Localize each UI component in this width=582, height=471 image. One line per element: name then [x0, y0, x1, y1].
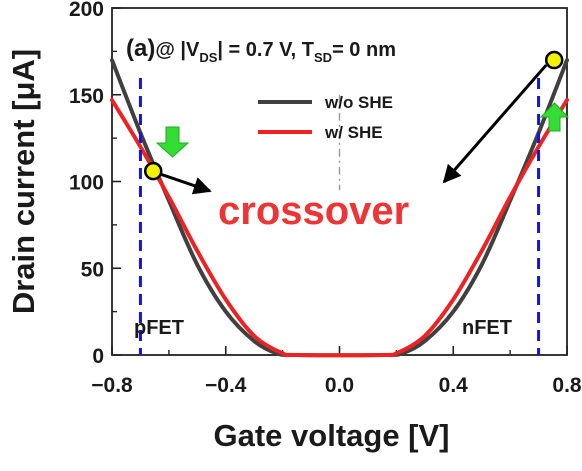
- panel-title-part: SD: [314, 50, 332, 65]
- arrow-to-crossover-right: [442, 64, 548, 184]
- x-tick-label: 0.4: [439, 374, 469, 397]
- crossover-marker-right: [544, 50, 564, 70]
- crossover-label: crossover: [218, 189, 409, 233]
- y-tick-label: 50: [81, 258, 104, 281]
- legend-label: w/ SHE: [324, 123, 383, 142]
- panel-title-part: = 0 nm: [332, 39, 396, 61]
- x-tick-label: −0.8: [91, 374, 133, 397]
- series-line-w-she: [110, 98, 569, 358]
- panel-title-part: | = 0.7 V, T: [217, 39, 314, 61]
- crossover-marker-left: [143, 161, 163, 181]
- x-tick-label: −0.4: [205, 374, 247, 397]
- panel-title-part: (a): [126, 35, 155, 62]
- x-tick-label: 0.0: [325, 374, 354, 397]
- panel-title: (a)@ |VDS| = 0.7 V, TSD= 0 nm: [126, 35, 396, 65]
- nfet-label: nFET: [462, 317, 512, 339]
- panel-title-part: DS: [199, 50, 217, 65]
- y-axis-title: Drain current [μA]: [6, 49, 41, 314]
- panel-title-part: @ |V: [155, 39, 200, 61]
- green-up-arrow: [539, 102, 570, 132]
- pfet-label: pFET: [134, 317, 184, 339]
- y-tick-label: 200: [69, 0, 104, 21]
- arrow-to-crossover-left: [159, 172, 212, 195]
- x-tick-label: 0.8: [552, 374, 582, 397]
- x-axis-title: Gate voltage [V]: [214, 418, 450, 453]
- y-tick-label: 100: [69, 172, 104, 195]
- y-tick-label: 150: [69, 85, 104, 108]
- y-tick-label: 0: [92, 345, 104, 368]
- legend-label: w/o SHE: [324, 93, 393, 112]
- green-down-arrow: [155, 126, 190, 158]
